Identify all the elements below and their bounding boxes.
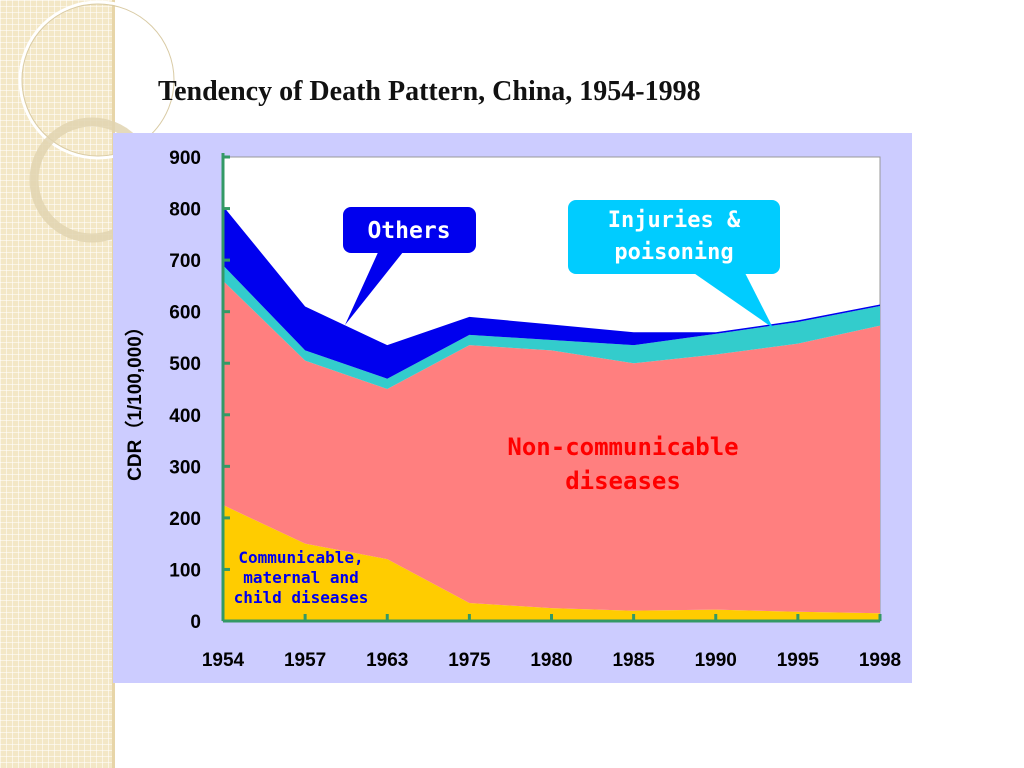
communicable-area-label-line1: Communicable, bbox=[238, 548, 363, 567]
axes-group bbox=[221, 153, 882, 623]
injuries-callout-pointer bbox=[688, 269, 773, 328]
injuries-callout-label-line1: Injuries & bbox=[608, 208, 741, 233]
x-tick-labels: 1954 1957 1963 1975 1980 1985 1990 1995 1998 bbox=[202, 650, 901, 671]
y-tick-label: 0 bbox=[190, 612, 201, 633]
y-tick-labels: 0 100 200 300 400 500 600 700 800 900 bbox=[169, 148, 201, 633]
others-callout-pointer bbox=[345, 237, 415, 325]
y-tick-label: 300 bbox=[169, 457, 201, 478]
x-tick-label: 1957 bbox=[284, 650, 326, 671]
injuries-callout-box bbox=[568, 200, 780, 274]
x-tick-label: 1980 bbox=[530, 650, 572, 671]
x-tick-label: 1954 bbox=[202, 650, 245, 671]
area-communicable bbox=[223, 505, 880, 621]
area-non_communicable bbox=[223, 280, 880, 614]
area-series-group bbox=[223, 205, 880, 621]
x-tick-label: 1963 bbox=[366, 650, 408, 671]
x-tick-label: 1995 bbox=[777, 650, 820, 671]
decorative-side-strip bbox=[0, 0, 112, 768]
stacked-area-chart: 0 100 200 300 400 500 600 700 800 900 1954 1957 196… bbox=[123, 148, 901, 671]
y-tick-label: 700 bbox=[169, 251, 201, 272]
y-tick-label: 400 bbox=[169, 406, 201, 427]
chart-frame: 0 100 200 300 400 500 600 700 800 900 1954 1957 196… bbox=[113, 133, 912, 683]
others-callout-label: Others bbox=[367, 218, 450, 244]
ncd-area-label-line2: diseases bbox=[565, 467, 681, 495]
slide-title: Tendency of Death Pattern, China, 1954-1… bbox=[158, 76, 701, 107]
injuries-callout-label-line2: poisoning bbox=[614, 240, 733, 265]
x-tick-label: 1990 bbox=[695, 650, 737, 671]
communicable-area-label-line3: child diseases bbox=[234, 588, 369, 607]
x-tick-label: 1975 bbox=[448, 650, 491, 671]
y-tick-label: 200 bbox=[169, 509, 201, 530]
ncd-area-label-line1: Non-communicable bbox=[507, 433, 738, 461]
others-callout-box bbox=[343, 207, 476, 253]
y-tick-label: 600 bbox=[169, 303, 201, 324]
x-tick-label: 1985 bbox=[612, 650, 655, 671]
y-tick-label: 500 bbox=[169, 354, 201, 375]
x-tick-label: 1998 bbox=[859, 650, 901, 671]
y-tick-label: 100 bbox=[169, 560, 201, 581]
y-axis-label: CDR（1/100,000） bbox=[123, 317, 146, 481]
y-tick-label: 900 bbox=[169, 148, 201, 169]
communicable-area-label-line2: maternal and bbox=[243, 568, 359, 587]
y-tick-label: 800 bbox=[169, 200, 201, 221]
